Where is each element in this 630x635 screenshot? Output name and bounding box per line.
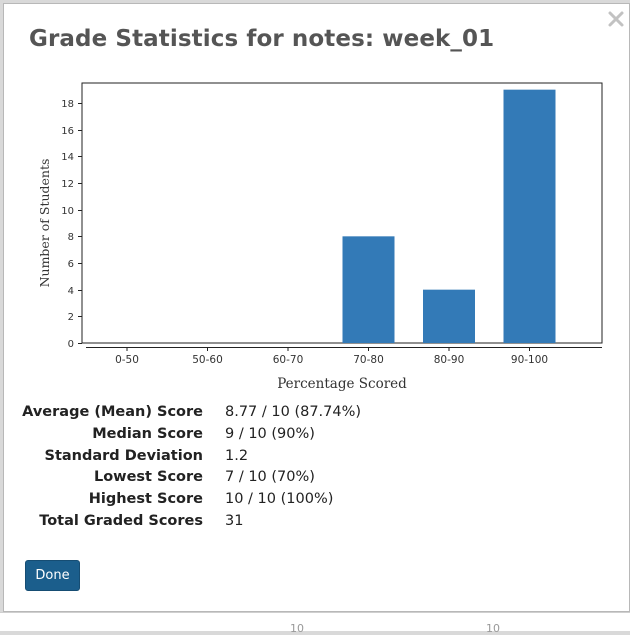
y-tick-label: 18: [61, 99, 74, 110]
y-tick-label: 12: [61, 179, 74, 190]
background-page-strip: 10 10: [0, 612, 630, 635]
x-tick-label: 60-70: [273, 354, 304, 366]
dialog-title: Grade Statistics for notes: week_01: [29, 26, 495, 52]
stat-label: Average (Mean) Score: [22, 404, 203, 420]
stat-label: Highest Score: [88, 491, 203, 508]
stat-row: Highest Score 10 / 10 (100%): [12, 489, 361, 511]
plot-frame: [81, 82, 603, 344]
x-tick-label: 80-90: [434, 354, 465, 366]
close-icon: [608, 11, 624, 27]
stat-row: Standard Deviation 1.2: [12, 446, 361, 468]
y-tick-label: 2: [68, 312, 74, 323]
stat-label: Total Graded Scores: [39, 512, 203, 529]
y-tick-label: 0: [68, 339, 74, 350]
grade-statistics-dialog: Grade Statistics for notes: week_01 0 2 4 6…: [3, 3, 630, 612]
y-tick-label: 10: [61, 206, 74, 217]
background-value: 10: [486, 622, 500, 635]
y-tick-label: 16: [61, 126, 74, 137]
statistics-table: Average (Mean) Score 8.77 / 10 (87.74%) Me…: [12, 402, 361, 533]
bar: [342, 236, 395, 343]
stat-label: Lowest Score: [93, 469, 203, 486]
stat-label: Standard Deviation: [44, 447, 204, 464]
stat-row: Median Score 9 / 10 (90%): [12, 424, 361, 446]
close-button[interactable]: [607, 10, 625, 28]
stat-value: 31: [225, 512, 244, 529]
stat-value: 8.77 / 10 (87.74%): [225, 404, 362, 420]
y-tick-label: 8: [68, 232, 74, 243]
x-tick-label: 0-50: [115, 354, 139, 366]
stat-row: Lowest Score 7 / 10 (70%): [12, 467, 361, 489]
stat-value: 1.2: [225, 447, 249, 464]
stat-value: 7 / 10 (70%): [225, 469, 315, 486]
x-axis-label: Percentage Scored: [277, 376, 407, 392]
x-tick-label: 50-60: [192, 354, 223, 366]
bar: [503, 89, 556, 344]
stat-row: Total Graded Scores 31: [12, 511, 361, 533]
y-tick-label: 6: [68, 259, 74, 270]
x-tick-label: 90-100: [511, 354, 548, 366]
y-axis-label: Number of Students: [37, 159, 52, 288]
x-tick-label: 70-80: [353, 354, 384, 366]
background-value: 10: [290, 622, 304, 635]
stat-value: 9 / 10 (90%): [225, 425, 315, 442]
stat-value: 10 / 10 (100%): [225, 491, 334, 508]
done-button[interactable]: Done: [25, 560, 80, 591]
y-tick-label: 14: [61, 152, 74, 163]
bar: [423, 289, 475, 343]
stat-row: Average (Mean) Score 8.77 / 10 (87.74%): [12, 402, 361, 424]
y-tick-label: 4: [68, 286, 74, 297]
stat-label: Median Score: [92, 425, 203, 442]
grade-distribution-chart: 0 2 4 6 8 10 12 14 16 18 0-50 50-60 60-70 70-80 80-90 9…: [37, 82, 603, 392]
